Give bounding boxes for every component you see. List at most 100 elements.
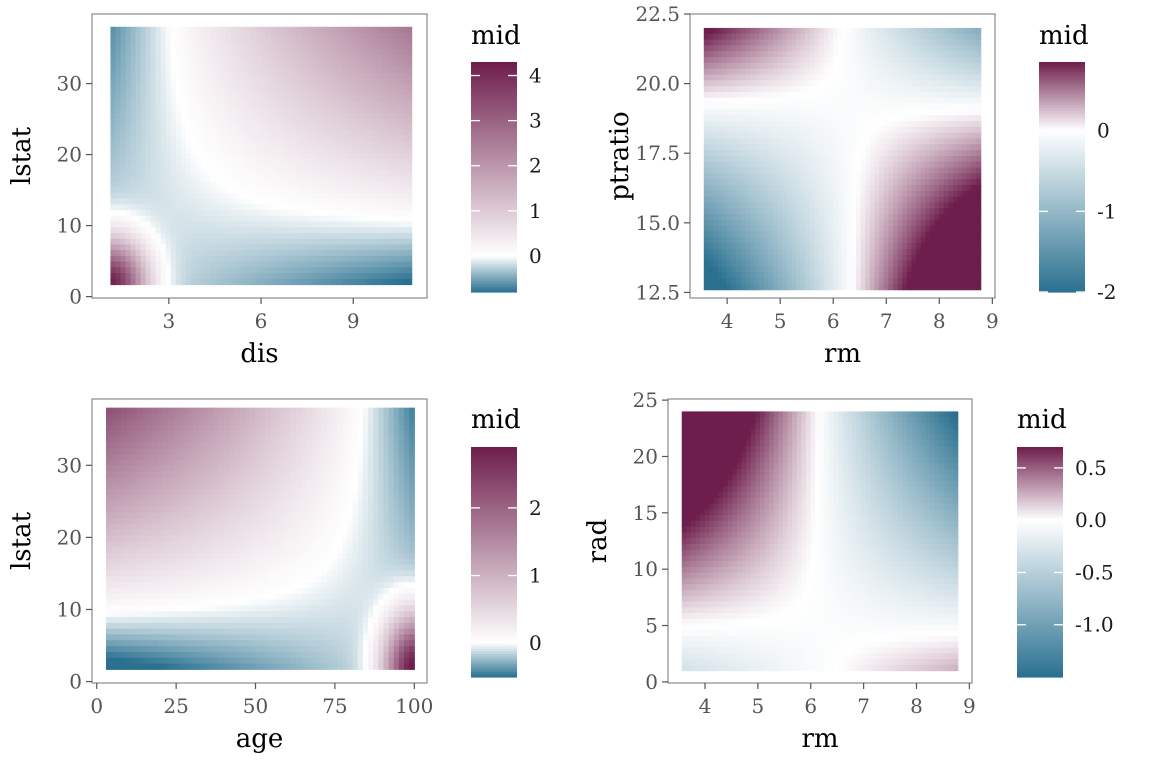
heatmap-cell [200, 238, 207, 246]
heatmap-cell [846, 266, 853, 273]
heatmap-cell [391, 78, 398, 85]
heatmap-cell [301, 135, 307, 142]
heatmap-cell [740, 266, 746, 273]
heatmap-cell [731, 173, 737, 180]
heatmap-cell [814, 91, 820, 99]
heatmap-cell [879, 132, 885, 140]
heatmap-cell [916, 283, 922, 291]
heatmap-cell [180, 164, 187, 171]
heatmap-cell [745, 155, 751, 163]
heatmap-cell [717, 184, 723, 192]
heatmap-cell [145, 141, 152, 148]
heatmap-cell [703, 150, 709, 157]
heatmap-cell [391, 221, 398, 228]
heatmap-cell [331, 106, 337, 114]
heatmap-cell [763, 208, 769, 215]
heatmap-cell [888, 155, 894, 163]
heatmap-cell [851, 33, 857, 41]
heatmap-cell [722, 266, 728, 273]
heatmap-cell [261, 84, 267, 91]
heatmap-cell [331, 72, 337, 79]
heatmap-cell [140, 43, 147, 51]
heatmap-cell [230, 84, 237, 91]
heatmap-cell [754, 266, 760, 273]
heatmap-cell [823, 219, 829, 227]
heatmap-cell [911, 225, 917, 233]
heatmap-cell [401, 32, 408, 39]
heatmap-cell [814, 254, 820, 262]
heatmap-cell [150, 221, 157, 228]
heatmap-cell [266, 135, 272, 142]
heatmap-cell [311, 169, 317, 177]
heatmap-cell [235, 232, 242, 240]
heatmap-cell [708, 254, 714, 262]
heatmap-cell [401, 232, 408, 240]
heatmap-cell [823, 144, 829, 151]
heatmap-cell [860, 237, 866, 244]
heatmap-cell [256, 261, 262, 268]
heatmap-cell [301, 141, 307, 148]
heatmap-cell [195, 55, 202, 62]
heatmap-cell [381, 124, 388, 131]
heatmap-cell [200, 72, 207, 79]
heatmap-cell [256, 152, 262, 160]
heatmap-cell [175, 244, 182, 251]
heatmap-cell [316, 261, 322, 268]
heatmap-cell [745, 150, 751, 157]
heatmap-cell [906, 225, 913, 233]
heatmap-cell [271, 210, 277, 217]
heatmap-cell [381, 169, 388, 177]
heatmap-cell [245, 255, 252, 263]
heatmap-cell [860, 196, 866, 204]
heatmap-cell [782, 161, 788, 169]
heatmap-cell [874, 80, 880, 87]
heatmap-cell [846, 74, 853, 81]
heatmap-cell [336, 43, 342, 51]
heatmap-cell [160, 204, 167, 211]
heatmap-cell [874, 278, 880, 285]
heatmap-cell [759, 144, 765, 151]
heatmap-cell [291, 112, 297, 120]
heatmap-cell [316, 192, 322, 200]
heatmap-cell [381, 43, 388, 51]
heatmap-cell [823, 57, 829, 64]
heatmap-cell [225, 273, 232, 280]
heatmap-cell [731, 103, 737, 110]
heatmap-cell [291, 244, 297, 251]
heatmap-cell [205, 221, 212, 228]
heatmap-cell [920, 161, 926, 169]
heatmap-cell [906, 202, 913, 209]
heatmap-cell [160, 147, 167, 154]
heatmap-cell [916, 150, 922, 157]
heatmap-cell [316, 232, 322, 240]
heatmap-cell [768, 144, 774, 151]
heatmap-cell [376, 26, 383, 34]
heatmap-cell [195, 221, 202, 228]
heatmap-cell [809, 173, 816, 180]
heatmap-cell [220, 129, 227, 137]
heatmap-cell [759, 196, 765, 204]
heatmap-cell [301, 181, 307, 188]
heatmap-cell [782, 150, 788, 157]
heatmap-cell [703, 132, 709, 140]
heatmap-cell [713, 150, 719, 157]
heatmap-cell [286, 250, 292, 257]
heatmap-cell [879, 120, 885, 128]
heatmap-cell [235, 169, 242, 177]
heatmap-cell [381, 89, 388, 97]
heatmap-cell [837, 132, 843, 140]
heatmap-cell [256, 181, 262, 188]
heatmap-cell [833, 196, 839, 204]
heatmap-cell [306, 26, 312, 34]
heatmap-cell [396, 215, 403, 223]
heatmap-cell [833, 132, 839, 140]
heatmap-cell [341, 147, 347, 154]
heatmap-cell [321, 101, 327, 108]
heatmap-cell [245, 32, 252, 39]
heatmap-cell [286, 273, 292, 280]
heatmap-cell [837, 208, 843, 215]
heatmap-cell [215, 187, 222, 194]
heatmap-cell [175, 84, 182, 91]
heatmap-cell [745, 51, 751, 58]
heatmap-cell [782, 39, 788, 46]
